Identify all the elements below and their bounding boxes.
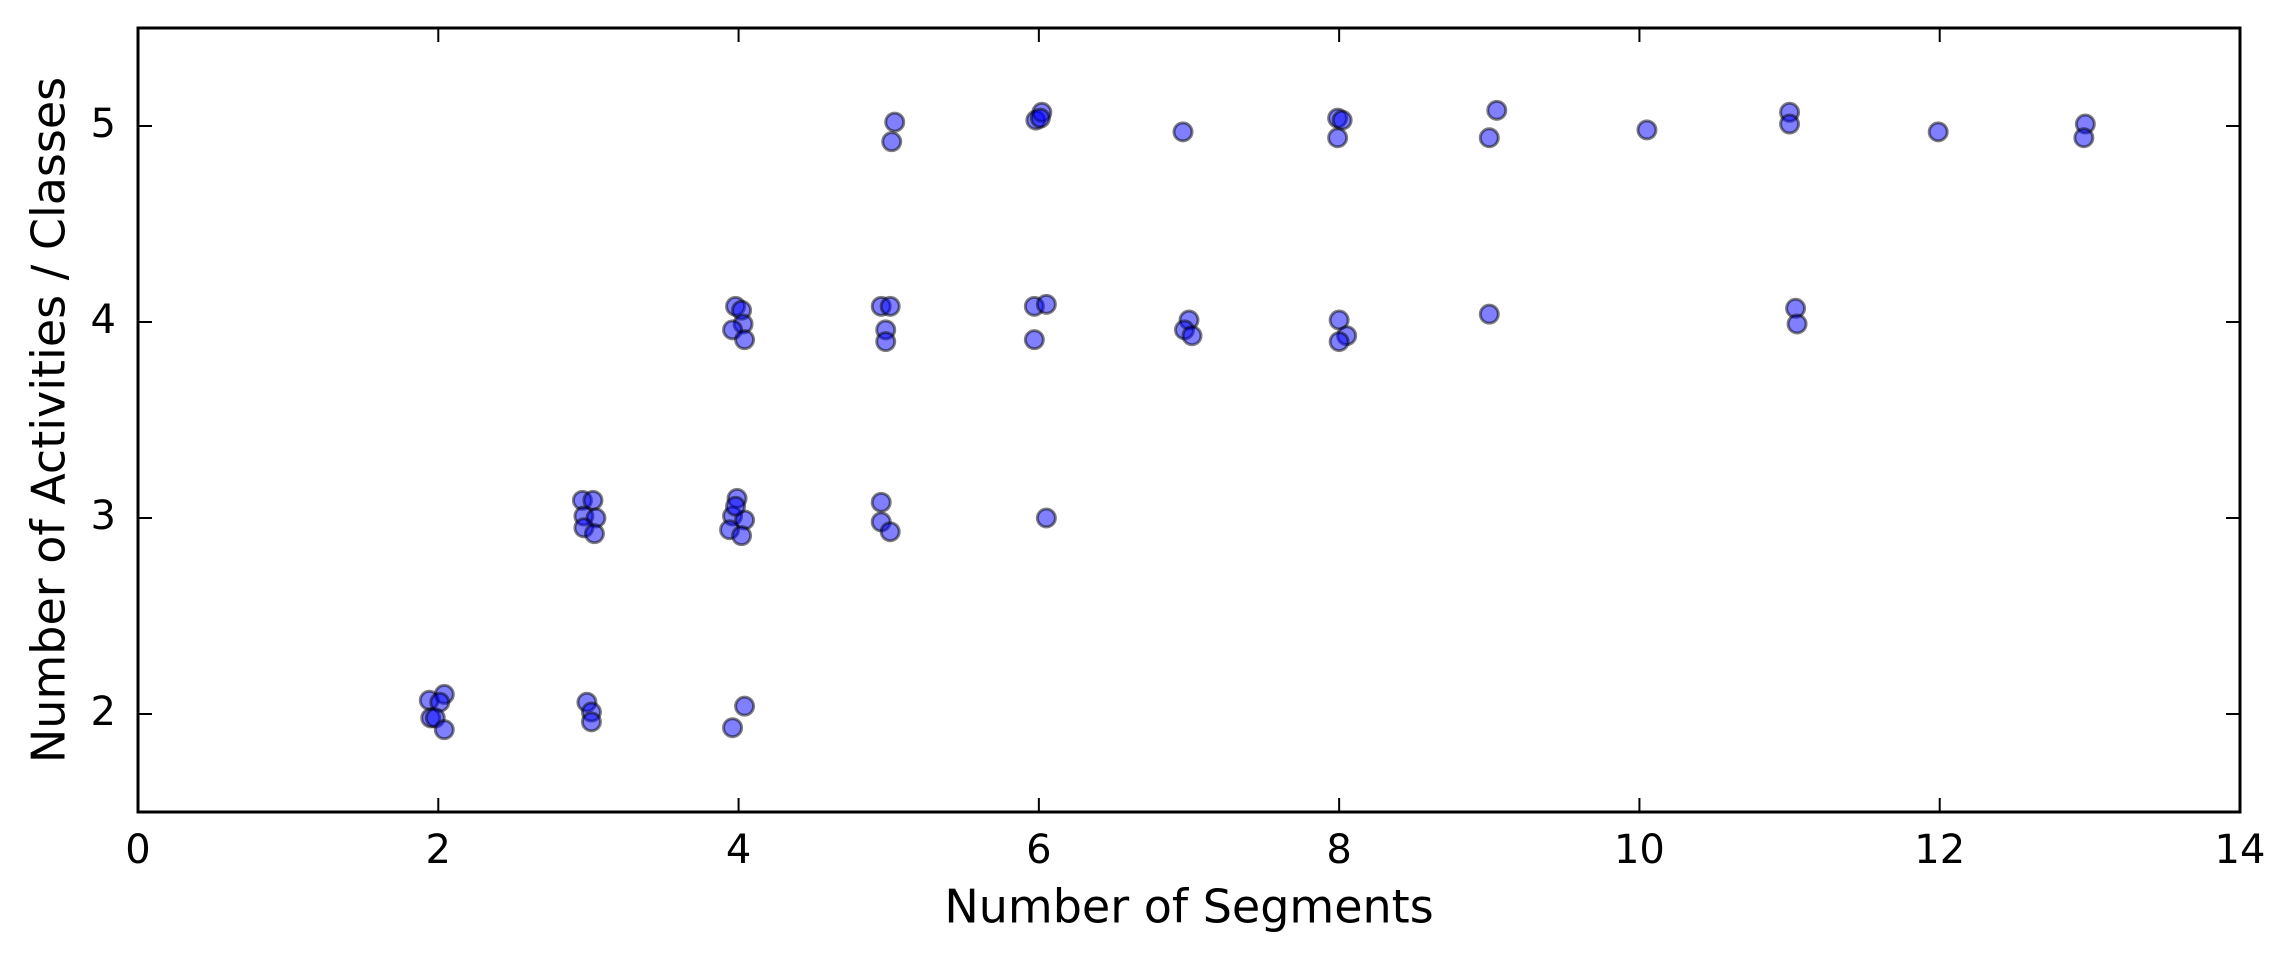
point xyxy=(1331,109,1353,131)
x-tick-label: 0 xyxy=(125,827,150,873)
y-tick-label: 2 xyxy=(91,689,116,735)
x-tick-label: 10 xyxy=(1614,827,1665,873)
point xyxy=(1035,507,1057,529)
x-tick-label: 8 xyxy=(1326,827,1351,873)
point xyxy=(1029,107,1051,129)
point xyxy=(1927,121,1949,143)
point xyxy=(734,695,756,717)
y-tick-label: 5 xyxy=(91,101,116,147)
point xyxy=(870,491,892,513)
x-tick-label: 14 xyxy=(2215,827,2266,873)
x-tick-label: 2 xyxy=(426,827,451,873)
point xyxy=(875,331,897,353)
point xyxy=(734,329,756,351)
point xyxy=(879,295,901,317)
point xyxy=(1327,127,1349,149)
point xyxy=(1172,121,1194,143)
point xyxy=(1023,329,1045,351)
point xyxy=(881,131,903,153)
x-tick-label: 4 xyxy=(726,827,751,873)
x-tick-label: 12 xyxy=(1914,827,1965,873)
point xyxy=(580,711,602,733)
point xyxy=(1786,313,1808,335)
point xyxy=(1035,293,1057,315)
point xyxy=(1636,119,1658,141)
point xyxy=(725,495,747,517)
x-axis-label: Number of Segments xyxy=(944,880,1433,934)
point xyxy=(1328,331,1350,353)
point xyxy=(884,111,906,133)
y-tick-label: 4 xyxy=(91,297,116,343)
point xyxy=(583,523,605,545)
plot-frame xyxy=(136,26,2242,814)
y-axis-label: Number of Activities / Classes xyxy=(22,77,76,763)
point xyxy=(1486,99,1508,121)
point xyxy=(1181,325,1203,347)
y-tick-label: 3 xyxy=(91,493,116,539)
x-tick-label: 6 xyxy=(1026,827,1051,873)
point xyxy=(2073,127,2095,149)
point xyxy=(1478,127,1500,149)
point xyxy=(722,717,744,739)
point xyxy=(1478,303,1500,325)
point xyxy=(1779,113,1801,135)
point xyxy=(731,525,753,547)
point xyxy=(879,521,901,543)
point xyxy=(433,719,455,741)
